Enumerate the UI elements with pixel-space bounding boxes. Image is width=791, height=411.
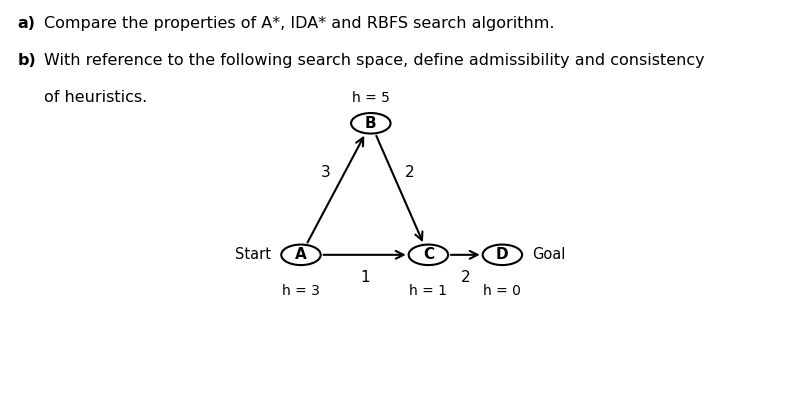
- Text: h = 0: h = 0: [483, 284, 521, 298]
- Text: C: C: [423, 247, 434, 262]
- Text: 1: 1: [360, 270, 369, 285]
- Text: of heuristics.: of heuristics.: [44, 90, 147, 105]
- Text: A: A: [295, 247, 307, 262]
- Text: Goal: Goal: [532, 247, 566, 262]
- Text: With reference to the following search space, define admissibility and consisten: With reference to the following search s…: [44, 53, 704, 68]
- Text: D: D: [496, 247, 509, 262]
- Text: B: B: [365, 116, 377, 131]
- Ellipse shape: [409, 245, 448, 265]
- Text: 3: 3: [321, 165, 331, 180]
- Text: 2: 2: [460, 270, 470, 285]
- Text: h = 3: h = 3: [282, 284, 320, 298]
- Ellipse shape: [483, 245, 522, 265]
- Text: h = 1: h = 1: [410, 284, 448, 298]
- Text: h = 5: h = 5: [352, 91, 390, 105]
- Ellipse shape: [351, 113, 391, 134]
- Text: Compare the properties of A*, IDA* and RBFS search algorithm.: Compare the properties of A*, IDA* and R…: [44, 16, 554, 31]
- Text: a): a): [17, 16, 36, 31]
- Text: Start: Start: [235, 247, 271, 262]
- Text: 2: 2: [405, 165, 414, 180]
- Ellipse shape: [282, 245, 320, 265]
- Text: b): b): [17, 53, 36, 68]
